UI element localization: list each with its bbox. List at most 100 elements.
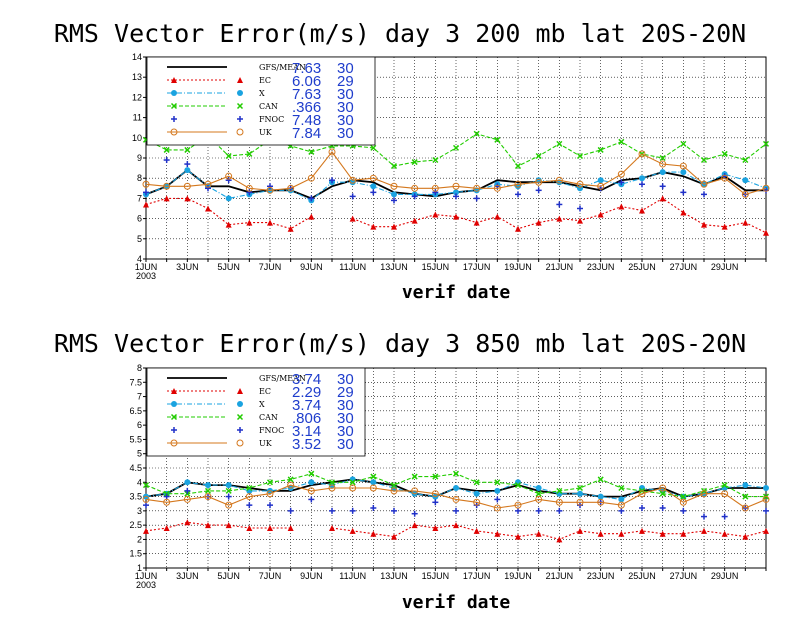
data-point xyxy=(597,476,604,483)
data-point xyxy=(576,180,584,188)
series-line xyxy=(145,484,767,509)
data-point xyxy=(370,505,377,511)
data-point xyxy=(246,502,253,509)
x-tick-label: 11JUN xyxy=(339,262,366,272)
x-tick-label: 29JUN xyxy=(711,571,739,581)
data-point xyxy=(597,498,605,506)
data-point xyxy=(370,223,377,230)
data-point xyxy=(576,484,584,492)
y-tick-label: 6 xyxy=(137,420,142,430)
data-point xyxy=(225,482,232,489)
data-point xyxy=(328,148,336,156)
data-point xyxy=(411,159,418,166)
data-point xyxy=(494,530,501,537)
legend-score: .806 xyxy=(292,410,321,427)
series-uk xyxy=(142,481,770,512)
data-point xyxy=(763,507,769,514)
chart-title: RMS Vector Error(m/s) day 3 850 mb lat 2… xyxy=(54,329,746,358)
x-tick-label: 19JUN xyxy=(504,571,532,581)
x-tick-label: 23JUN xyxy=(587,571,615,581)
y-tick-label: 3 xyxy=(137,506,142,516)
data-point xyxy=(556,536,563,543)
x-tick-label: 5JUN xyxy=(217,571,240,581)
data-point xyxy=(597,177,604,184)
data-point xyxy=(452,182,460,190)
data-point xyxy=(597,530,604,537)
data-point xyxy=(577,205,583,212)
data-point xyxy=(225,152,232,160)
data-point xyxy=(535,507,542,514)
y-tick-label: 4 xyxy=(137,254,142,264)
data-point xyxy=(328,484,336,492)
x-tick-label: 25JUN xyxy=(628,262,656,272)
data-point xyxy=(473,498,481,506)
data-point xyxy=(183,495,191,503)
data-point xyxy=(680,493,687,500)
chart-2: RMS Vector Error(m/s) day 3 850 mb lat 2… xyxy=(54,329,770,613)
data-point xyxy=(576,498,584,506)
data-point xyxy=(576,152,584,160)
data-point xyxy=(143,201,149,208)
data-point xyxy=(659,490,666,497)
data-point xyxy=(762,184,770,192)
data-point xyxy=(163,182,171,190)
legend-count: 30 xyxy=(337,436,354,453)
legend-score: 3.74 xyxy=(292,371,321,388)
data-point xyxy=(742,493,749,500)
data-point xyxy=(721,223,728,230)
legend-marker xyxy=(170,439,178,447)
legend-marker xyxy=(236,439,244,447)
data-point xyxy=(287,507,294,514)
x-tick-label: 21JUN xyxy=(546,571,574,581)
data-point xyxy=(680,189,687,196)
data-point xyxy=(556,201,563,208)
x-tick-label: 7JUN xyxy=(259,262,282,272)
data-point xyxy=(473,527,480,534)
data-point xyxy=(184,167,191,174)
data-point xyxy=(639,527,645,534)
legend-score: 6.06 xyxy=(292,73,321,90)
data-point xyxy=(163,493,170,500)
legend-score: 3.14 xyxy=(292,423,321,440)
data-point xyxy=(204,180,212,188)
data-point xyxy=(741,190,749,198)
legend-count: 29 xyxy=(337,384,354,401)
data-point xyxy=(225,493,232,500)
x-tick-year: 2003 xyxy=(136,271,156,281)
data-point xyxy=(701,527,707,534)
legend-score: 7.84 xyxy=(292,125,321,142)
legend-count: 30 xyxy=(337,112,354,129)
data-point xyxy=(473,479,480,486)
data-point xyxy=(535,187,542,194)
data-point xyxy=(556,487,563,494)
data-point xyxy=(659,160,667,168)
data-point xyxy=(266,490,274,498)
data-point xyxy=(535,152,542,160)
data-point xyxy=(431,490,439,498)
data-point xyxy=(163,525,170,531)
y-tick-label: 2 xyxy=(137,534,142,544)
data-point xyxy=(287,225,294,232)
series-line xyxy=(145,521,291,532)
data-point xyxy=(659,505,666,511)
data-point xyxy=(577,217,583,224)
x-tick-label: 27JUN xyxy=(670,262,698,272)
legend-marker xyxy=(170,413,178,421)
data-point xyxy=(700,156,708,164)
data-point xyxy=(329,525,335,531)
series-ec xyxy=(143,519,769,543)
data-point xyxy=(638,150,646,158)
y-tick-label: 5 xyxy=(137,234,142,244)
data-point xyxy=(432,525,439,531)
legend-box xyxy=(146,56,376,146)
data-point xyxy=(514,180,522,188)
legend-marker xyxy=(237,116,243,122)
data-point xyxy=(453,189,459,196)
data-point xyxy=(225,172,233,180)
data-point xyxy=(246,189,253,196)
x-tick-label: 7JUN xyxy=(259,571,282,581)
data-point xyxy=(473,219,480,226)
data-point xyxy=(432,156,439,164)
y-tick-label: 7.5 xyxy=(129,377,142,387)
